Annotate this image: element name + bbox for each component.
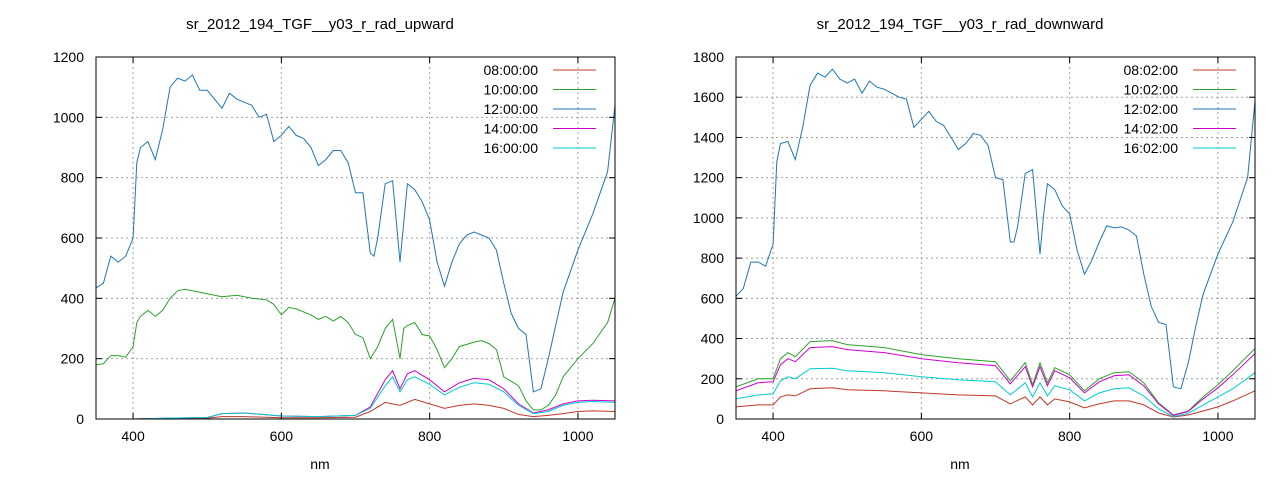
legend-label: 12:00:00 <box>484 101 539 117</box>
series-line-08:02:00 <box>736 387 1255 418</box>
x-tick-label: 600 <box>270 428 294 444</box>
y-tick-label: 600 <box>701 290 725 306</box>
x-tick-label: 1000 <box>562 428 593 444</box>
legend-label: 16:02:00 <box>1124 140 1179 156</box>
series-line-14:02:00 <box>736 346 1255 416</box>
series-line-12:00:00 <box>96 74 615 393</box>
y-tick-label: 800 <box>701 250 725 266</box>
y-tick-label: 1600 <box>693 89 724 105</box>
y-tick-label: 200 <box>61 351 85 367</box>
legend-label: 14:02:00 <box>1124 121 1179 137</box>
x-tick-label: 1000 <box>1202 428 1233 444</box>
downward-chart-panel: sr_2012_194_TGF__y03_r_rad_downward 400 6… <box>640 0 1280 480</box>
plot-frame <box>735 56 1256 420</box>
legend-label: 10:02:00 <box>1124 82 1179 98</box>
y-tick-label: 1000 <box>53 109 84 125</box>
series-group <box>736 68 1255 418</box>
y-tick-label: 1800 <box>693 49 724 65</box>
series-line-12:02:00 <box>736 68 1255 390</box>
y-tick-label: 600 <box>61 230 85 246</box>
x-tick-label: 600 <box>910 428 934 444</box>
upward-chart-panel: sr_2012_194_TGF__y03_r_rad_upward 400 600… <box>53 16 616 472</box>
x-axis-label: nm <box>310 456 330 472</box>
y-tick-label: 0 <box>76 411 84 427</box>
legend-label: 12:02:00 <box>1124 101 1179 117</box>
chart-title: sr_2012_194_TGF__y03_r_rad_upward <box>186 16 454 33</box>
y-tick-label: 1400 <box>693 129 724 145</box>
legend-label: 10:00:00 <box>484 82 539 98</box>
legend-label: 16:00:00 <box>484 140 539 156</box>
series-line-10:00:00 <box>96 288 615 411</box>
chart-title: sr_2012_194_TGF__y03_r_rad_downward <box>816 16 1104 33</box>
legend-label: 08:00:00 <box>484 62 539 78</box>
x-tick-label: 400 <box>761 428 785 444</box>
y-tick-label: 0 <box>716 411 724 427</box>
series-line-14:00:00 <box>96 369 615 419</box>
y-tick-label: 800 <box>61 170 85 186</box>
series-line-10:02:00 <box>736 340 1255 416</box>
legend-label: 08:02:00 <box>1124 62 1179 78</box>
upward-chart-plot: 400 600 800 1000 0 200 400 600 800 1000 1200 08:00:… <box>53 49 616 444</box>
x-tick-label: 800 <box>1058 428 1082 444</box>
y-tick-label: 200 <box>701 371 725 387</box>
y-tick-label: 1200 <box>693 170 724 186</box>
series-line-16:02:00 <box>736 367 1255 418</box>
series-group <box>96 74 615 419</box>
x-axis-label: nm <box>950 456 970 472</box>
downward-chart-plot: 400 600 800 1000 0 200 400 600 800 1000 1200 1400 16… <box>693 49 1256 444</box>
legend-label: 14:00:00 <box>484 121 539 137</box>
x-tick-label: 800 <box>418 428 442 444</box>
series-line-16:00:00 <box>96 375 615 419</box>
x-tick-label: 400 <box>121 428 145 444</box>
series-line-08:00:00 <box>96 398 615 419</box>
y-tick-label: 400 <box>701 331 725 347</box>
y-tick-label: 1200 <box>53 49 84 65</box>
y-tick-label: 1000 <box>693 210 724 226</box>
y-tick-label: 400 <box>61 290 85 306</box>
